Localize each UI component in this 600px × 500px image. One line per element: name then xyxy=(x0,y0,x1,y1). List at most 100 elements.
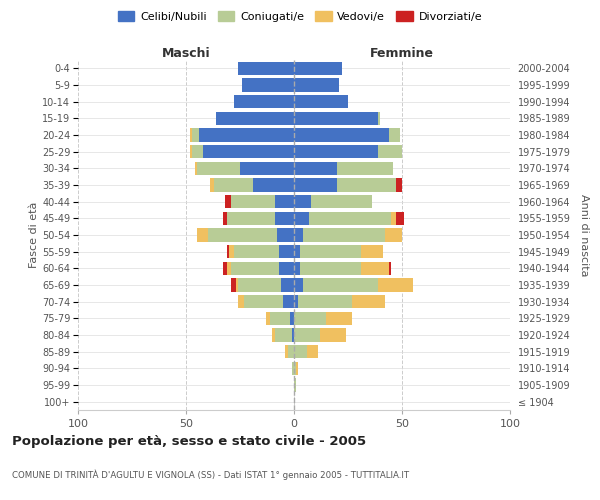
Bar xyxy=(307,345,318,358)
Bar xyxy=(194,162,197,175)
Bar xyxy=(294,62,341,75)
Bar xyxy=(232,278,236,291)
Text: COMUNE DI TRINITÀ D'AGULTU E VIGNOLA (SS) - Dati ISTAT 1° gennaio 2005 - TUTTITA: COMUNE DI TRINITÀ D'AGULTU E VIGNOLA (SS… xyxy=(12,470,409,480)
Bar xyxy=(337,162,394,175)
Bar xyxy=(301,262,361,275)
Bar xyxy=(309,212,391,225)
Bar xyxy=(296,362,298,375)
Bar xyxy=(272,328,275,342)
Bar xyxy=(294,95,348,108)
Bar xyxy=(233,95,294,108)
Bar xyxy=(294,212,309,225)
Bar xyxy=(302,278,378,291)
Y-axis label: Fasce di età: Fasce di età xyxy=(29,202,39,268)
Bar xyxy=(244,295,283,308)
Bar xyxy=(233,245,279,258)
Bar xyxy=(361,245,383,258)
Bar xyxy=(395,178,402,192)
Bar xyxy=(279,262,294,275)
Bar xyxy=(294,112,378,125)
Bar xyxy=(378,112,380,125)
Bar xyxy=(352,295,385,308)
Bar xyxy=(294,278,302,291)
Text: Popolazione per età, sesso e stato civile - 2005: Popolazione per età, sesso e stato civil… xyxy=(12,435,366,448)
Bar xyxy=(281,278,294,291)
Bar xyxy=(294,295,298,308)
Bar xyxy=(294,245,301,258)
Bar xyxy=(301,245,361,258)
Bar xyxy=(294,312,326,325)
Bar xyxy=(294,128,389,141)
Bar xyxy=(203,145,294,158)
Bar xyxy=(275,212,294,225)
Bar xyxy=(227,212,275,225)
Bar xyxy=(232,262,279,275)
Bar xyxy=(294,262,301,275)
Bar xyxy=(395,212,404,225)
Bar xyxy=(294,362,296,375)
Legend: Celibi/Nubili, Coniugati/e, Vedovi/e, Divorziati/e: Celibi/Nubili, Coniugati/e, Vedovi/e, Di… xyxy=(115,8,485,25)
Bar xyxy=(238,278,281,291)
Y-axis label: Anni di nascita: Anni di nascita xyxy=(579,194,589,276)
Bar xyxy=(283,295,294,308)
Bar xyxy=(199,128,294,141)
Bar xyxy=(385,228,402,241)
Text: Maschi: Maschi xyxy=(161,47,211,60)
Bar xyxy=(361,262,389,275)
Bar xyxy=(391,212,395,225)
Bar xyxy=(223,262,227,275)
Bar xyxy=(197,162,240,175)
Bar xyxy=(253,178,294,192)
Bar xyxy=(298,295,352,308)
Bar xyxy=(389,128,400,141)
Bar xyxy=(337,178,395,192)
Bar xyxy=(225,195,232,208)
Bar xyxy=(320,328,346,342)
Bar xyxy=(223,212,227,225)
Bar xyxy=(292,362,294,375)
Bar xyxy=(216,112,294,125)
Bar xyxy=(294,78,340,92)
Bar xyxy=(311,195,372,208)
Bar xyxy=(232,195,275,208)
Bar xyxy=(266,312,270,325)
Bar xyxy=(279,245,294,258)
Text: Femmine: Femmine xyxy=(370,47,434,60)
Bar xyxy=(378,145,402,158)
Bar xyxy=(294,328,320,342)
Bar xyxy=(236,278,238,291)
Bar xyxy=(214,178,253,192)
Bar xyxy=(294,378,296,392)
Bar xyxy=(294,145,378,158)
Bar xyxy=(287,345,294,358)
Bar xyxy=(302,228,385,241)
Bar xyxy=(190,145,193,158)
Bar xyxy=(378,278,413,291)
Bar xyxy=(240,162,294,175)
Bar xyxy=(290,312,294,325)
Bar xyxy=(270,312,290,325)
Bar xyxy=(193,145,203,158)
Bar xyxy=(238,295,244,308)
Bar xyxy=(326,312,352,325)
Bar xyxy=(193,128,199,141)
Bar xyxy=(389,262,391,275)
Bar xyxy=(227,262,232,275)
Bar xyxy=(190,128,193,141)
Bar xyxy=(208,228,277,241)
Bar xyxy=(227,245,229,258)
Bar xyxy=(294,162,337,175)
Bar xyxy=(238,62,294,75)
Bar xyxy=(286,345,287,358)
Bar xyxy=(294,345,307,358)
Bar xyxy=(197,228,208,241)
Bar xyxy=(292,328,294,342)
Bar xyxy=(275,328,292,342)
Bar xyxy=(229,245,233,258)
Bar xyxy=(294,178,337,192)
Bar xyxy=(294,195,311,208)
Bar xyxy=(275,195,294,208)
Bar xyxy=(210,178,214,192)
Bar xyxy=(294,228,302,241)
Bar xyxy=(277,228,294,241)
